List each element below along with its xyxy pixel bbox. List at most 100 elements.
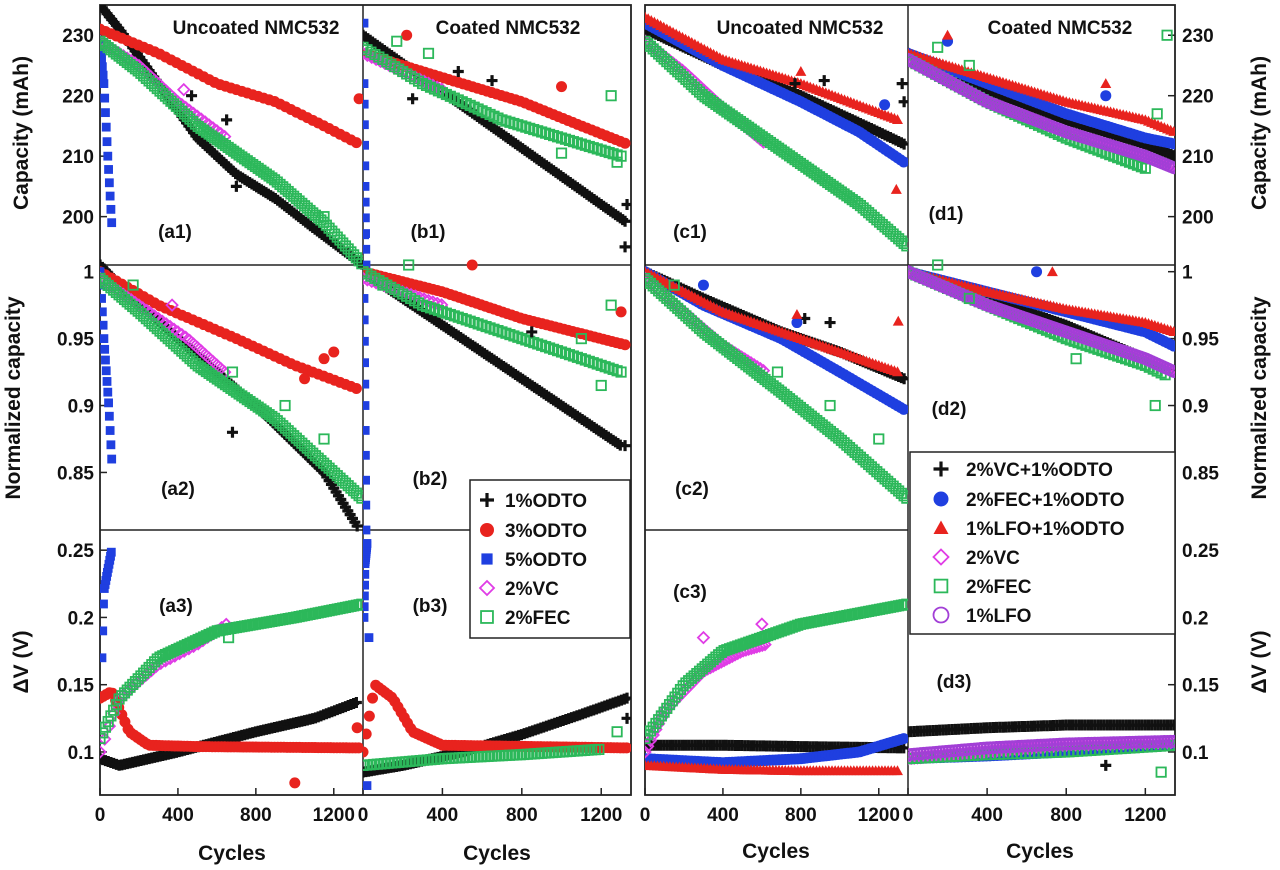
data-point-a2-odto5: [107, 454, 117, 464]
data-point-b2-odto5: [363, 450, 370, 460]
data-point-b1-odto1: [621, 199, 631, 211]
legend-right-marker-vc: [932, 548, 950, 566]
data-point-b2-odto3: [615, 306, 627, 318]
data-point-b1-odto5: [363, 140, 369, 150]
data-point-b1-fec: [391, 35, 403, 47]
x-tick-label: 1200: [580, 805, 622, 826]
panel-label-b1: (b1): [411, 222, 446, 243]
data-point-c2-lfoodto: [892, 315, 904, 326]
panel-label-d1: (d1): [929, 204, 964, 225]
y-tick-label-left: 0.2: [68, 608, 94, 629]
panel-label-a2: (a2): [161, 479, 195, 500]
data-point-a3-odto1: [350, 696, 362, 708]
column-data-1: [363, 18, 631, 790]
y-tick-label-left: 0.85: [57, 463, 94, 484]
data-point-d3-lfo: [1167, 734, 1175, 748]
data-point-a1-odto5: [101, 122, 111, 132]
data-point-d2-lfo: [908, 265, 915, 279]
data-point-b2-fec: [575, 333, 587, 345]
data-point-a1-odto5: [100, 93, 110, 103]
axes-frames: [99, 4, 1176, 796]
data-point-c1-vcodto: [896, 78, 908, 90]
data-point-a3-fec: [223, 632, 235, 644]
data-point-c2-fecodto: [898, 403, 908, 415]
data-point-b3-fec: [611, 726, 623, 738]
legend-right-marker-lfo: [932, 606, 950, 624]
data-point-d3-vcodto: [1168, 719, 1175, 731]
ylabel-dv-left: ΔV (V): [10, 631, 33, 694]
y-tick-label-right: 220: [1182, 87, 1214, 108]
data-point-b1-odto1: [486, 75, 498, 87]
data-point-b2-vc: [378, 278, 392, 293]
data-point-a1-odto5: [100, 79, 109, 89]
data-point-c1-vcodto: [789, 78, 801, 90]
data-point-b1-odto5: [363, 120, 369, 130]
data-point-c3-fec: [901, 598, 908, 610]
axis-ticks: 0 400 800 1200 0 400 800 1200 0 400 800 1200 0 400 800…: [57, 26, 1219, 826]
data-point-c3-vcodto: [898, 742, 908, 754]
data-point-d3-fec: [1155, 766, 1167, 778]
data-point-b1-odto3: [401, 29, 413, 41]
data-point-a1-odto5: [102, 137, 112, 147]
y-tick-label-right: 0.85: [1182, 463, 1219, 484]
data-point-a1-odto5: [103, 151, 113, 161]
data-point-c1-vcodto: [898, 138, 908, 150]
data-point-d1-lfo: [1167, 161, 1175, 175]
data-point-a2-odto5: [104, 411, 114, 421]
y-tick-label-right: 200: [1182, 208, 1214, 229]
data-point-a2-odto5: [105, 426, 115, 435]
data-point-b1-odto5: [363, 79, 369, 89]
x-tick-label: 400: [971, 805, 1003, 826]
legend-left-label-5: 2%FEC: [505, 608, 571, 629]
y-tick-label-left: 230: [62, 26, 94, 47]
data-point-a2-odto5: [104, 398, 113, 408]
data-point-b3-odto5: [363, 539, 372, 548]
x-tick-label: 400: [427, 805, 459, 826]
data-point-d1-fec: [963, 59, 975, 72]
data-point-b2-odto5: [363, 426, 370, 435]
data-point-d1-lfoodto: [942, 29, 954, 40]
data-point-b2-odto5: [363, 401, 370, 410]
panel-label-b2: (b2): [413, 469, 448, 490]
data-point-c3-vc: [696, 630, 711, 645]
legend-right-marker-fec: [933, 578, 949, 594]
data-point-a3-odto5: [100, 599, 108, 609]
data-point-c1-fec: [898, 237, 908, 250]
data-point-d3-vcodto: [1100, 759, 1112, 771]
data-point-b3-odto1: [621, 712, 631, 724]
data-point-b1-odto5: [363, 197, 370, 207]
data-point-a1-odto1: [186, 90, 198, 102]
data-point-b2-odto3: [466, 259, 478, 271]
data-point-a2-odto5: [103, 387, 113, 397]
data-point-a2-fec: [356, 492, 363, 504]
data-point-a2-odto5: [100, 267, 105, 277]
data-point-c3-fecodto: [898, 733, 908, 745]
data-point-a2-odto5: [102, 377, 112, 386]
ylabel-normalized-right: Normalized capacity: [1248, 296, 1271, 499]
xlabel-b: Cycles: [463, 842, 531, 865]
data-point-a2-odto5: [101, 366, 111, 376]
legend-right-label-4: 2%VC: [966, 548, 1020, 569]
panel-label-a3: (a3): [159, 596, 193, 617]
data-point-c3-vc: [755, 617, 769, 631]
data-point-b2-odto5: [363, 336, 369, 346]
data-point-a2-vc: [165, 298, 179, 312]
panel-label-a1: (a1): [158, 222, 192, 243]
data-point-b3-odto5: [363, 591, 369, 601]
data-markers: [100, 5, 1175, 790]
data-point-b1-odto1: [407, 93, 419, 105]
legend-right-label-5: 2%FEC: [966, 577, 1032, 598]
data-point-a3-odto5: [100, 653, 107, 663]
legend-left-markers: [478, 493, 496, 624]
data-point-a3-fec: [108, 704, 120, 716]
data-point-d2-fec: [932, 259, 944, 271]
col-title-b: Coated NMC532: [436, 18, 581, 39]
legend-left-label-3: 5%ODTO: [505, 550, 587, 571]
column-data-0: [100, 5, 363, 789]
data-point-a2-odto5: [100, 344, 110, 354]
data-point-b3-odto5: [363, 580, 369, 590]
data-point-a1-vc: [176, 82, 191, 97]
data-point-b1-odto3: [619, 137, 631, 149]
data-point-b2-odto5: [363, 525, 371, 535]
data-point-c3-lfoodto: [891, 765, 903, 776]
